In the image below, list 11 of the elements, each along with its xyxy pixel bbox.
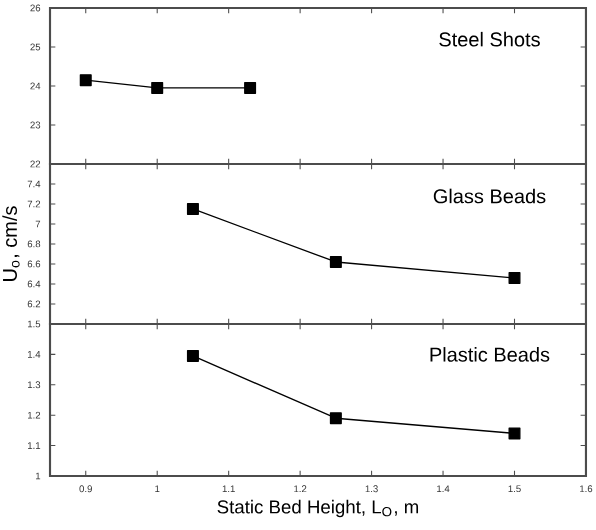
point xyxy=(329,412,342,425)
point xyxy=(508,427,521,440)
y-axis-title: U$_{o}$, cm/s xyxy=(2,206,20,281)
annotation: Glass Beads xyxy=(433,188,546,204)
point xyxy=(329,255,342,268)
point xyxy=(508,271,521,284)
point xyxy=(186,349,199,362)
point xyxy=(186,202,199,215)
annotation: Steel Shots xyxy=(439,31,540,47)
x-axis-title: Static Bed Height, L$_{O}$, m xyxy=(217,499,419,518)
annotation: Plastic Beads xyxy=(430,347,550,362)
